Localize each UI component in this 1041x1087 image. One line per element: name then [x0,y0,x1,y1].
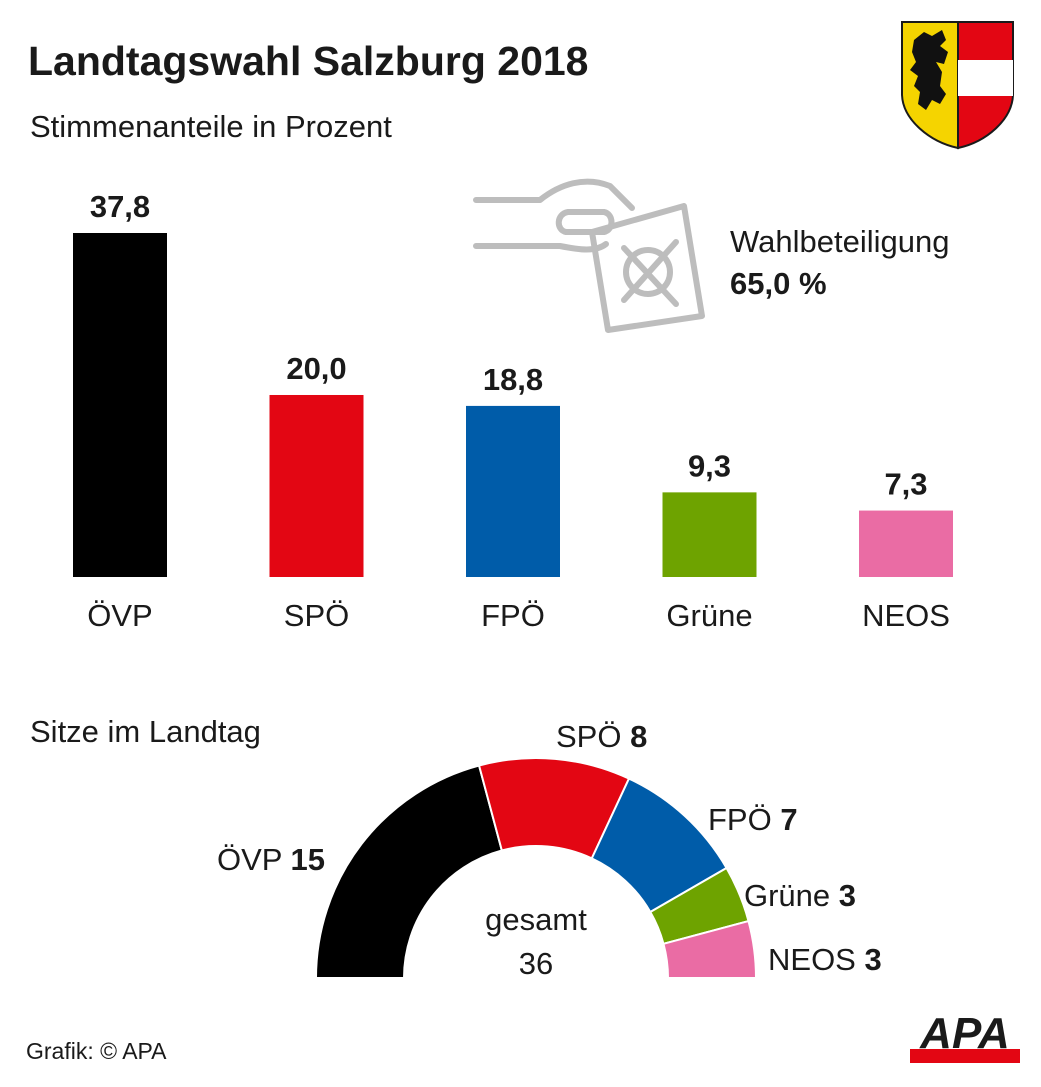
bar-category-label: Grüne [666,598,752,633]
bar-value-label: 18,8 [483,362,543,397]
salzburg-coat-of-arms-icon [901,21,1014,150]
seat-label-fpo: FPÖ 7 [708,802,798,837]
bar-fpö [466,405,560,577]
apa-logo: APA [910,1009,1020,1063]
seat-label-grune: Grüne 3 [744,878,856,913]
page-title: Landtagswahl Salzburg 2018 [28,38,589,84]
bar-value-label: 7,3 [884,467,927,502]
turnout-label: Wahlbeteiligung [730,224,950,259]
seats-total-label: gesamt [485,902,587,937]
bar-category-label: ÖVP [87,598,152,633]
source-credit: Grafik: © APA [26,1038,167,1064]
bar-value-label: 9,3 [688,448,731,483]
seat-label-ovp: ÖVP 15 [217,842,325,877]
seats-total-value: 36 [519,946,553,981]
turnout-value: 65,0 % [730,266,827,301]
bar-grüne [662,492,757,577]
bar-category-label: NEOS [862,598,950,633]
ballot-hand-icon [473,178,705,333]
seat-label-spo: SPÖ 8 [556,719,647,754]
bar-category-label: SPÖ [284,598,349,633]
bar-neos [859,510,953,577]
seats-title: Sitze im Landtag [30,714,261,749]
seat-segment-ovp [314,764,504,979]
bar-category-label: FPÖ [481,598,545,633]
chart-subtitle: Stimmenanteile in Prozent [30,109,392,144]
bar-value-label: 20,0 [286,351,346,386]
bar-övp [73,233,167,577]
svg-text:APA: APA [919,1009,1010,1058]
seat-label-neos: NEOS 3 [768,942,882,977]
bar-spö [269,394,364,577]
bar-value-label: 37,8 [90,189,150,224]
